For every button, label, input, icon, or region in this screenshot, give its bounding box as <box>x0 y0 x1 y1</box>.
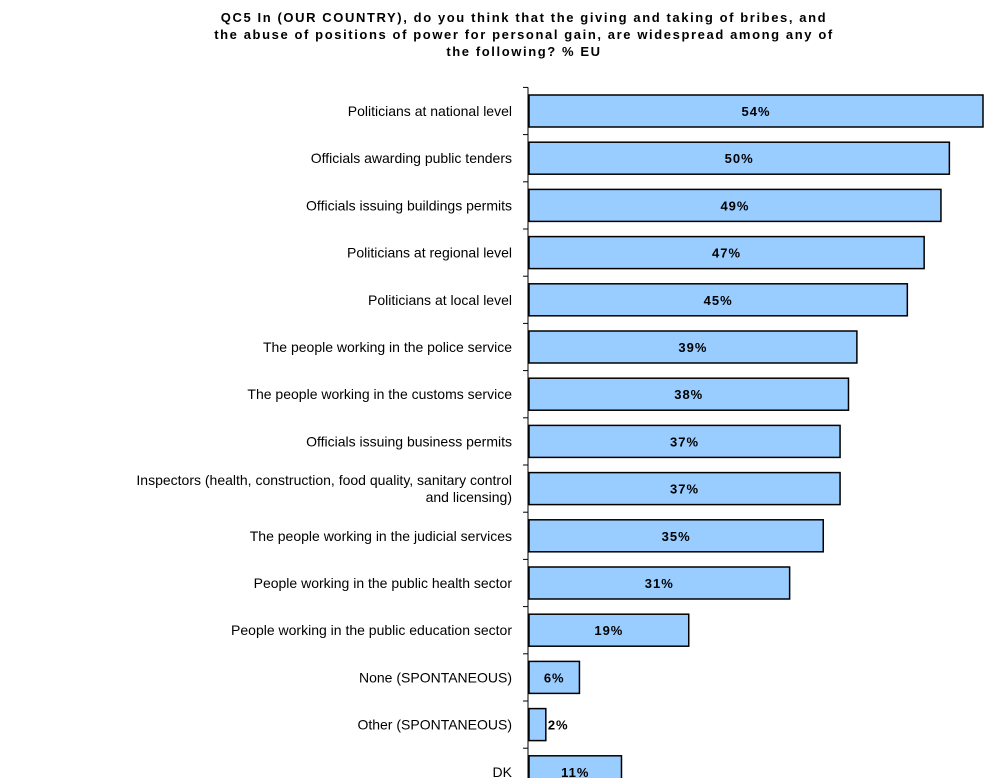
category-label: People working in the public health sect… <box>254 575 513 591</box>
chart-title: QC5 In (OUR COUNTRY), do you think that … <box>214 10 834 59</box>
category-label: Officials issuing business permits <box>306 433 512 449</box>
data-label: 49% <box>720 198 749 213</box>
bar <box>528 660 581 695</box>
bar <box>528 377 850 411</box>
category-label: Officials issuing buildings permits <box>306 197 512 213</box>
chart-title-line: the following? % EU <box>446 44 601 59</box>
data-label: 19% <box>594 623 623 638</box>
bar <box>528 707 547 742</box>
bar <box>528 94 984 128</box>
bar <box>528 755 623 778</box>
category-label: Politicians at local level <box>368 292 512 308</box>
bar <box>528 519 825 553</box>
bar <box>528 424 841 459</box>
bar <box>528 566 791 600</box>
bar <box>528 188 942 223</box>
data-label: 6% <box>544 670 565 685</box>
data-label: 50% <box>725 151 754 166</box>
data-label: 47% <box>712 246 741 261</box>
data-label: 54% <box>741 104 770 119</box>
data-label: 31% <box>645 576 674 591</box>
category-label: Politicians at national level <box>348 103 512 119</box>
data-label: 2% <box>548 718 569 733</box>
data-label: 35% <box>662 529 691 544</box>
bar <box>528 613 690 647</box>
bar <box>528 141 951 175</box>
category-label: None (SPONTANEOUS) <box>359 669 512 685</box>
data-label: 39% <box>678 340 707 355</box>
bar <box>528 330 858 364</box>
category-label: DK <box>493 764 513 778</box>
category-label: Other (SPONTANEOUS) <box>357 717 512 733</box>
bars <box>528 94 984 778</box>
data-label: 37% <box>670 482 699 497</box>
data-label: 45% <box>704 293 733 308</box>
category-label: Politicians at regional level <box>347 245 512 261</box>
category-label: Inspectors (health, construction, food q… <box>136 472 512 488</box>
data-label: 11% <box>561 765 589 778</box>
bar <box>528 471 841 506</box>
category-label: and licensing) <box>426 489 512 505</box>
category-label: Officials awarding public tenders <box>311 150 512 166</box>
category-label: The people working in the police service <box>263 339 512 355</box>
bar <box>528 235 925 270</box>
category-labels: Politicians at national level Officials a… <box>136 103 512 778</box>
chart-title-line: the abuse of positions of power for pers… <box>214 27 834 42</box>
category-label: The people working in the customs servic… <box>247 386 512 402</box>
bar <box>528 283 909 317</box>
value-labels: 54% 50% 49% 47% 45% 39% 38% 37% 37% 35% 31% 19% 6% 2%… <box>544 104 770 778</box>
category-label: The people working in the judicial servi… <box>250 528 512 544</box>
data-label: 37% <box>670 434 699 449</box>
category-ticks <box>523 86 528 749</box>
category-label: People working in the public education s… <box>231 622 512 638</box>
data-label: 38% <box>674 387 703 402</box>
chart-title-line: QC5 In (OUR COUNTRY), do you think that … <box>221 10 827 25</box>
